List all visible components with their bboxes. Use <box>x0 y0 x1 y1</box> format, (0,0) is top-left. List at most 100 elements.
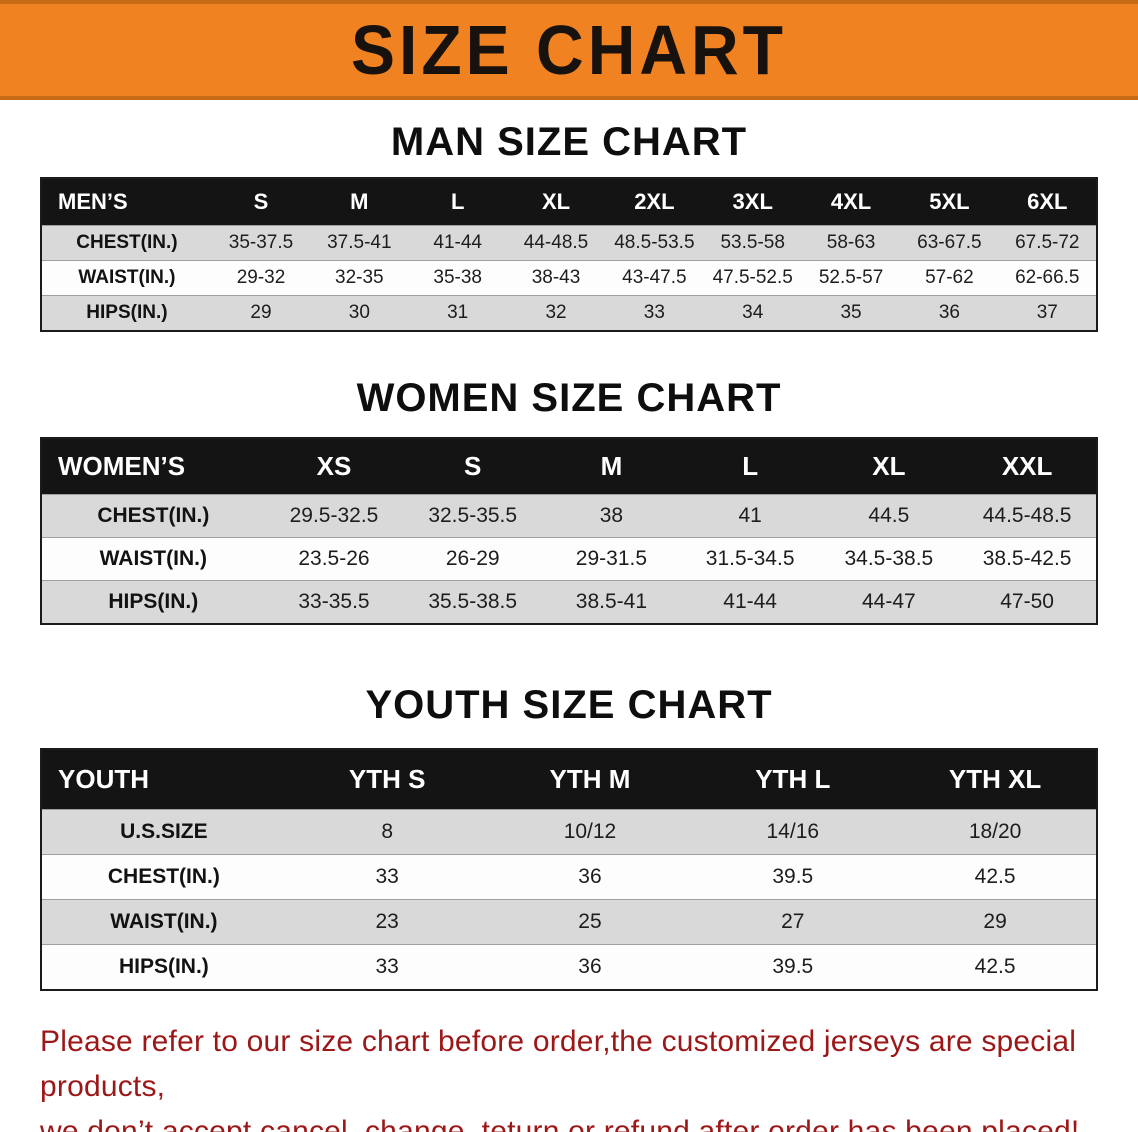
value-cell: 35.5-38.5 <box>428 590 518 613</box>
value-cell: 36 <box>578 955 602 978</box>
value-cell: 38.5-42.5 <box>982 547 1072 570</box>
row-label-cell: CHEST(IN.) <box>107 865 220 888</box>
row-label-cell: WAIST(IN.) <box>99 547 207 570</box>
youth-size-table: YOUTH YTH S YTH M YTH L YTH XL U.S.SIZE 8 10/12… <box>40 748 1098 991</box>
column-header-cell: 4XL <box>801 178 901 226</box>
value-cell: 62-66.5 <box>1015 267 1080 288</box>
column-header-cell: S <box>211 178 311 226</box>
order-policy-line-1: Please refer to our size chart before or… <box>40 1025 1077 1103</box>
table-header-row: YOUTH YTH S YTH M YTH L YTH XL <box>41 749 1097 810</box>
value-cell: 29.5-32.5 <box>289 504 379 527</box>
table-row: HIPS(IN.) 29 30 31 32 33 34 35 36 37 <box>41 295 1097 331</box>
order-policy-note: Please refer to our size chart before or… <box>40 1019 1098 1132</box>
column-header-cell: YTH L <box>691 749 895 810</box>
value-cell: 41-44 <box>723 590 777 613</box>
value-cell: 14/16 <box>766 820 820 843</box>
value-cell: 31.5-34.5 <box>705 547 795 570</box>
row-label-cell: HIPS(IN.) <box>108 590 199 613</box>
value-cell: 53.5-58 <box>720 232 785 253</box>
value-cell: 27 <box>781 910 805 933</box>
table-header-row: WOMEN’S XS S M L XL XXL <box>41 438 1097 495</box>
table-row: HIPS(IN.) 33-35.5 35.5-38.5 38.5-41 41-44 44-… <box>41 580 1097 624</box>
value-cell: 36 <box>578 865 602 888</box>
column-header-cell: XL <box>506 178 606 226</box>
value-cell: 32-35 <box>335 267 384 288</box>
column-header-cell: M <box>310 178 409 226</box>
column-header-cell: YTH M <box>488 749 692 810</box>
row-label-cell: U.S.SIZE <box>120 820 208 843</box>
value-cell: 18/20 <box>968 820 1022 843</box>
table-row: WAIST(IN.) 29-32 32-35 35-38 38-43 43-47.5 47.… <box>41 260 1097 296</box>
value-cell: 33 <box>375 865 399 888</box>
value-cell: 23 <box>375 910 399 933</box>
value-cell: 63-67.5 <box>917 232 982 253</box>
value-cell: 36 <box>938 302 960 323</box>
value-cell: 47-50 <box>1000 590 1054 613</box>
table-row: WAIST(IN.) 23.5-26 26-29 29-31.5 31.5-34.5 34… <box>41 537 1097 581</box>
row-label-cell: HIPS(IN.) <box>86 302 168 323</box>
value-cell: 33 <box>375 955 399 978</box>
column-header-cell: YTH XL <box>894 749 1097 810</box>
row-label-cell: WAIST(IN.) <box>110 910 218 933</box>
value-cell: 38-43 <box>531 267 581 288</box>
value-cell: 41-44 <box>433 232 482 253</box>
row-label-cell: WAIST(IN.) <box>78 267 176 288</box>
value-cell: 30 <box>348 302 370 323</box>
order-policy-line-2: we don’t accept cancel, change, teturn o… <box>40 1115 1080 1132</box>
value-cell: 25 <box>578 910 602 933</box>
column-header-cell: S <box>403 438 543 495</box>
value-cell: 41 <box>738 504 762 527</box>
row-label-cell: CHEST(IN.) <box>97 504 210 527</box>
value-cell: 43-47.5 <box>622 267 687 288</box>
value-cell: 31 <box>447 302 469 323</box>
column-header-cell: YTH S <box>285 749 489 810</box>
value-cell: 23.5-26 <box>298 547 370 570</box>
column-header-cell: XS <box>264 438 404 495</box>
column-header-cell: 2XL <box>605 178 704 226</box>
value-cell: 26-29 <box>445 547 500 570</box>
women-size-table: WOMEN’S XS S M L XL XXL CHEST(IN.) 29.5-32.5 32.5… <box>40 437 1098 625</box>
women-size-chart-heading: WOMEN SIZE CHART <box>356 376 782 420</box>
column-header-cell: L <box>680 438 820 495</box>
value-cell: 29 <box>983 910 1007 933</box>
youth-size-chart-heading: YOUTH SIZE CHART <box>365 683 773 727</box>
man-size-chart-heading: MAN SIZE CHART <box>390 120 748 164</box>
size-chart-banner: SIZE CHART <box>0 0 1138 100</box>
value-cell: 32 <box>545 302 567 323</box>
value-cell: 29 <box>250 302 272 323</box>
value-cell: 38.5-41 <box>575 590 648 613</box>
table-row: CHEST(IN.) 29.5-32.5 32.5-35.5 38 41 44.5 44.5… <box>41 494 1097 538</box>
table-row: CHEST(IN.) 35-37.5 37.5-41 41-44 44-48.5 48.5… <box>41 225 1097 261</box>
value-cell: 37.5-41 <box>327 232 392 253</box>
value-cell: 35 <box>840 302 862 323</box>
value-cell: 44-48.5 <box>523 232 589 253</box>
row-label-cell: CHEST(IN.) <box>76 232 178 253</box>
table-row: U.S.SIZE 8 10/12 14/16 18/20 <box>41 809 1097 855</box>
value-cell: 35-37.5 <box>228 232 294 253</box>
value-cell: 34 <box>742 302 764 323</box>
value-cell: 29-32 <box>236 267 286 288</box>
value-cell: 37 <box>1036 302 1058 323</box>
table-row: WAIST(IN.) 23 25 27 29 <box>41 899 1097 945</box>
column-header-cell: 6XL <box>998 178 1097 226</box>
value-cell: 33 <box>643 302 665 323</box>
column-header-cell: XXL <box>958 438 1097 495</box>
value-cell: 39.5 <box>772 865 814 888</box>
table-row: CHEST(IN.) 33 36 39.5 42.5 <box>41 854 1097 900</box>
column-header-cell: 5XL <box>900 178 999 226</box>
table-title-cell: YOUTH <box>41 749 286 810</box>
value-cell: 57-62 <box>925 267 974 288</box>
row-label-cell: HIPS(IN.) <box>118 955 209 978</box>
value-cell: 34.5-38.5 <box>844 547 934 570</box>
value-cell: 44.5-48.5 <box>982 504 1072 527</box>
table-title-cell: MEN’S <box>41 178 212 226</box>
value-cell: 42.5 <box>974 955 1016 978</box>
column-header-cell: M <box>542 438 681 495</box>
value-cell: 35-38 <box>433 267 482 288</box>
value-cell: 10/12 <box>563 820 617 843</box>
value-cell: 42.5 <box>974 865 1016 888</box>
table-title-cell: WOMEN’S <box>41 438 265 495</box>
value-cell: 48.5-53.5 <box>614 232 695 253</box>
value-cell: 39.5 <box>772 955 814 978</box>
value-cell: 33-35.5 <box>298 590 370 613</box>
